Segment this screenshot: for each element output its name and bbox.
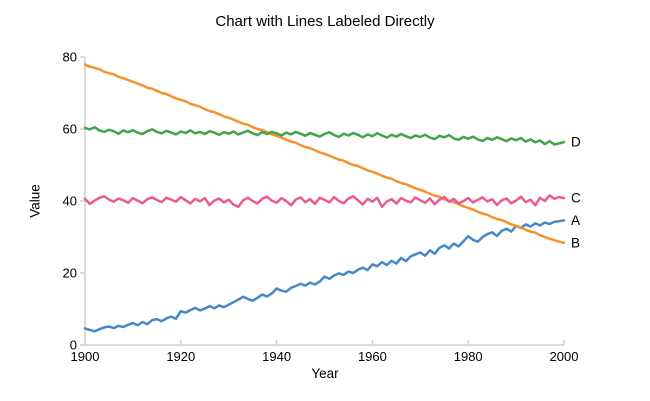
- series-label-A: A: [571, 213, 580, 228]
- series-label-D: D: [571, 134, 581, 149]
- y-tick-label: 80: [63, 50, 77, 65]
- y-tick-label: 0: [70, 338, 77, 353]
- x-tick-label: 2000: [550, 349, 579, 364]
- x-axis-title: Year: [311, 366, 339, 381]
- series-label-B: B: [571, 235, 580, 250]
- series-line-D: [83, 125, 566, 146]
- x-tick-label: 1940: [262, 349, 291, 364]
- series-line-A: [83, 219, 566, 333]
- x-tick-label: 1980: [454, 349, 483, 364]
- y-tick-label: 40: [63, 194, 77, 209]
- x-tick-label: 1900: [71, 349, 100, 364]
- x-tick-label: 1960: [358, 349, 387, 364]
- series-line-C: [83, 194, 566, 209]
- x-tick-label: 1920: [166, 349, 195, 364]
- y-tick-label: 20: [63, 266, 77, 281]
- chart-title: Chart with Lines Labeled Directly: [215, 13, 435, 30]
- series-label-C: C: [571, 191, 581, 206]
- series-line-B: [83, 63, 566, 245]
- y-tick-label: 60: [63, 122, 77, 137]
